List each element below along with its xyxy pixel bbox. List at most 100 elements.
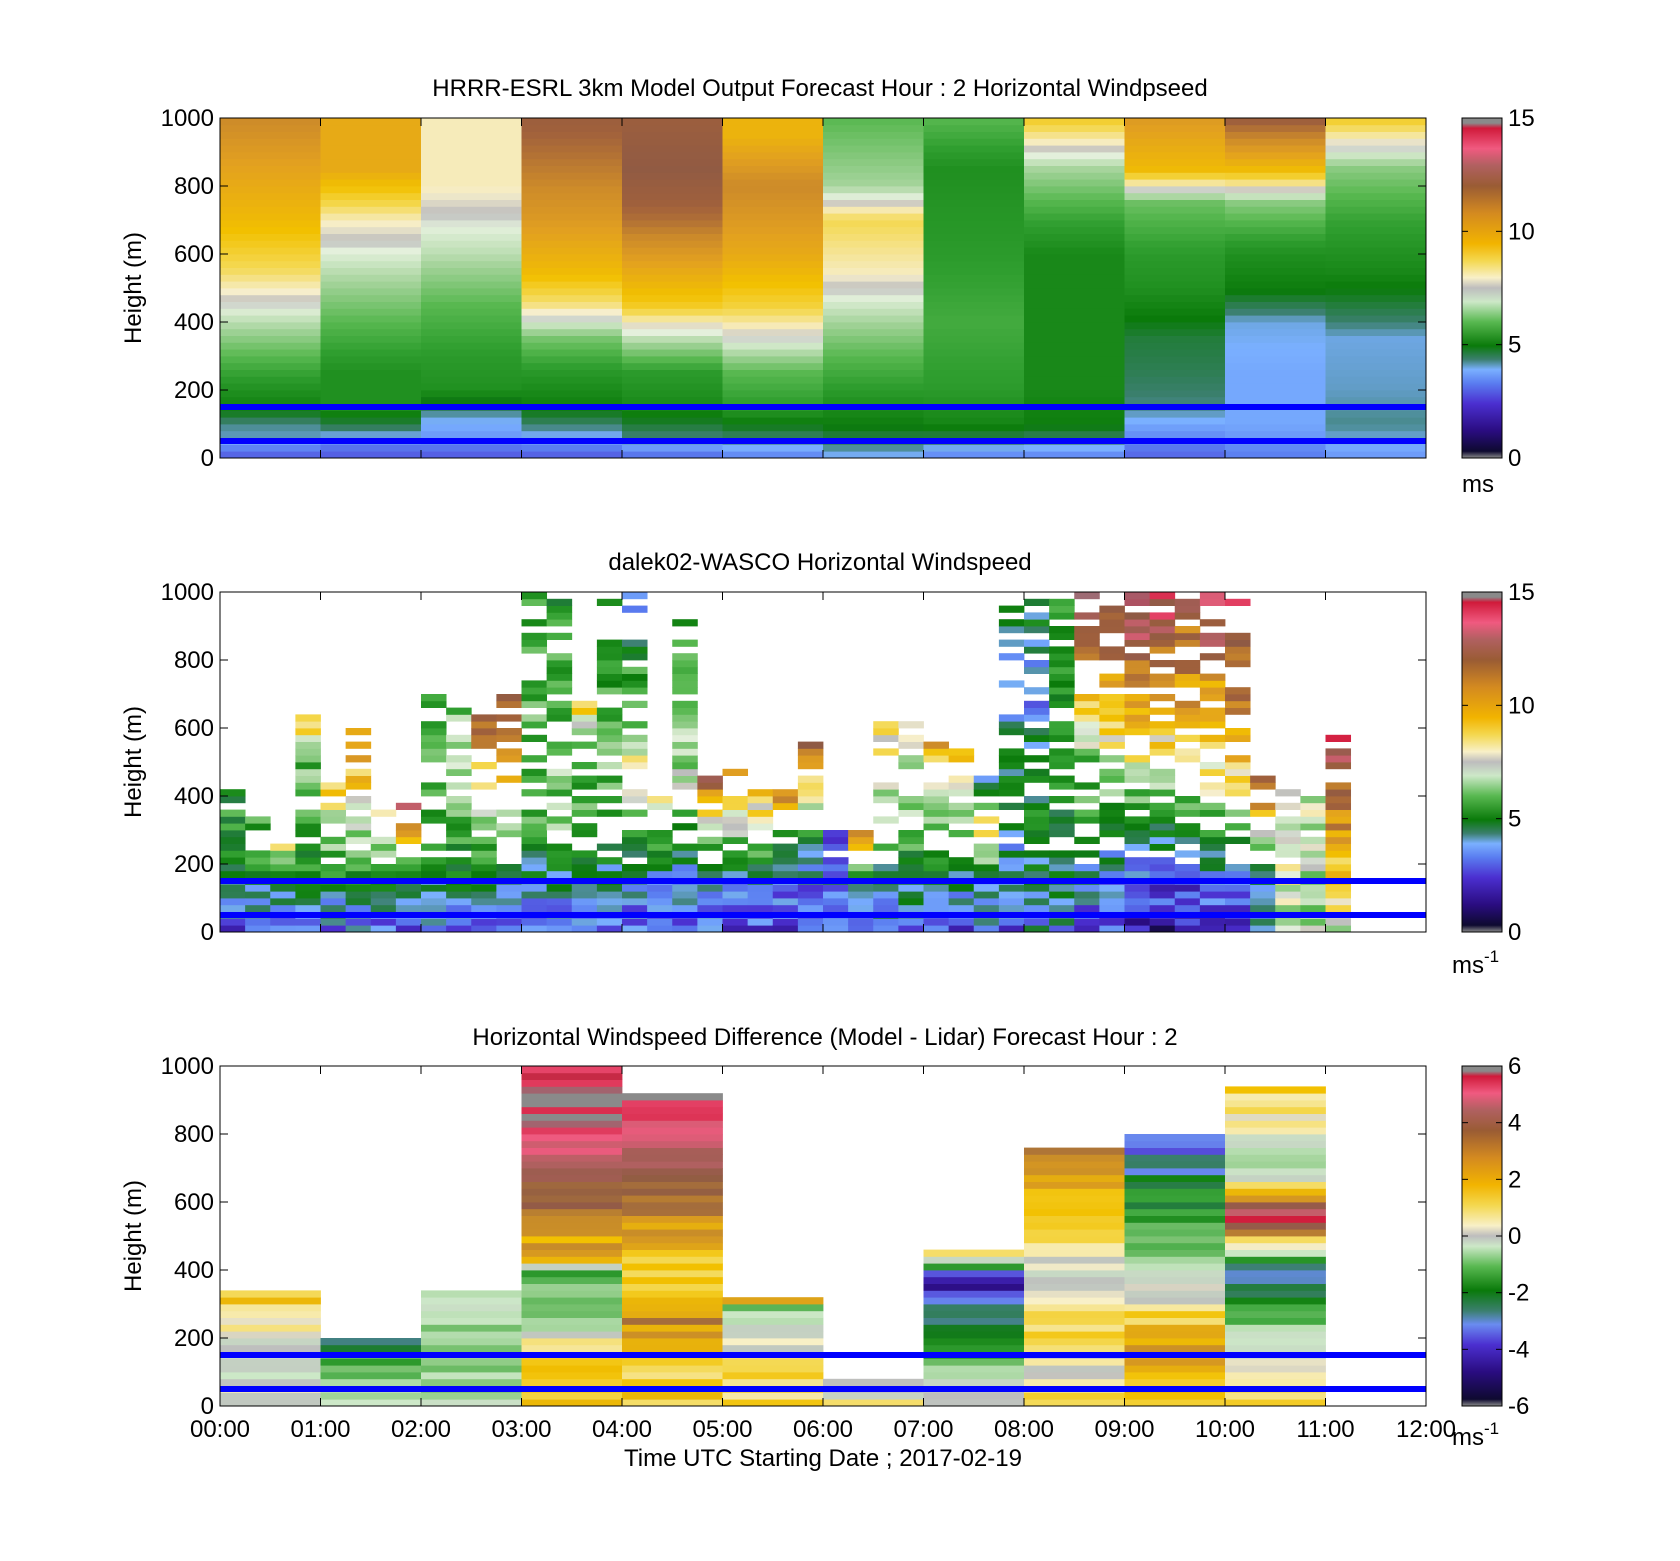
heatmap-cell xyxy=(320,220,422,228)
heatmap-cell xyxy=(1250,891,1276,899)
heatmap-cell xyxy=(521,1256,623,1264)
heatmap-cell xyxy=(320,267,422,275)
heatmap-cell xyxy=(1124,1331,1226,1339)
heatmap-cell xyxy=(320,274,422,282)
heatmap-cell xyxy=(1325,369,1427,377)
heatmap-cell xyxy=(421,444,522,452)
heatmap-cell xyxy=(622,349,723,357)
heatmap-cell xyxy=(1124,775,1151,783)
heatmap-cell xyxy=(421,362,522,370)
heatmap-cell xyxy=(471,891,497,899)
colorbar-tick-label: -4 xyxy=(1508,1336,1529,1363)
heatmap-cell xyxy=(823,186,924,194)
heatmap-cell xyxy=(1124,158,1226,166)
heatmap-cell xyxy=(1099,768,1125,776)
heatmap-cell xyxy=(546,823,573,831)
heatmap-cell xyxy=(722,891,749,899)
heatmap-cell xyxy=(1225,145,1326,153)
heatmap-cell xyxy=(1199,891,1226,899)
heatmap-cell xyxy=(521,424,623,432)
heatmap-cell xyxy=(722,247,824,255)
heatmap-cell xyxy=(1225,755,1251,763)
heatmap-cell xyxy=(220,1304,321,1312)
heatmap-cell xyxy=(1225,1378,1326,1386)
heatmap-cell xyxy=(1124,660,1151,668)
heatmap-cell xyxy=(923,925,950,933)
heatmap-cell xyxy=(320,898,347,906)
heatmap-cell xyxy=(1149,857,1176,865)
heatmap-cell xyxy=(948,898,975,906)
heatmap-cell xyxy=(1074,734,1100,742)
heatmap-cell xyxy=(245,891,271,899)
heatmap-cell xyxy=(1174,802,1201,810)
heatmap-cell xyxy=(1199,802,1226,810)
heatmap-cell xyxy=(345,925,372,933)
heatmap-cell xyxy=(345,836,372,844)
heatmap-cell xyxy=(1225,1344,1326,1352)
heatmap-cell xyxy=(521,864,548,872)
heatmap-cell xyxy=(220,1365,321,1373)
heatmap-cell xyxy=(923,220,1025,228)
heatmap-cell xyxy=(1199,734,1226,742)
heatmap-cell xyxy=(923,782,950,790)
heatmap-cell xyxy=(923,1372,1025,1380)
heatmap-cell xyxy=(421,884,447,892)
heatmap-cell xyxy=(1024,1399,1125,1407)
panel-lidar-ylabel: Height (m) xyxy=(120,706,147,818)
heatmap-cell xyxy=(1024,816,1050,824)
heatmap-cell xyxy=(1024,322,1125,330)
heatmap-cell xyxy=(521,1202,623,1210)
heatmap-cell xyxy=(220,918,246,926)
heatmap-cell xyxy=(622,734,648,742)
heatmap-cell xyxy=(596,843,623,851)
heatmap-cell xyxy=(1049,864,1075,872)
heatmap-cell xyxy=(1024,857,1050,865)
panel-difference: Horizontal Windspeed Difference (Model -… xyxy=(120,1024,1529,1472)
y-tick-label: 200 xyxy=(174,851,214,878)
heatmap-cell xyxy=(797,762,824,770)
heatmap-cell xyxy=(421,1392,522,1400)
heatmap-cell xyxy=(923,864,950,872)
heatmap-cell xyxy=(370,850,397,858)
heatmap-cell xyxy=(898,796,924,804)
heatmap-cell xyxy=(220,1399,321,1407)
heatmap-cell xyxy=(421,376,522,384)
heatmap-cell xyxy=(622,762,648,770)
heatmap-cell xyxy=(1124,274,1226,282)
heatmap-cell xyxy=(421,1372,522,1380)
heatmap-cell xyxy=(220,369,321,377)
heatmap-cell xyxy=(1174,830,1201,838)
heatmap-cell xyxy=(772,918,799,926)
heatmap-cell xyxy=(823,1392,924,1400)
heatmap-cell xyxy=(1024,1331,1125,1339)
heatmap-cell xyxy=(622,700,648,708)
heatmap-cell xyxy=(973,843,1000,851)
heatmap-cell xyxy=(923,288,1025,296)
heatmap-cell xyxy=(923,369,1025,377)
heatmap-cell xyxy=(1325,301,1427,309)
heatmap-cell xyxy=(622,1297,723,1305)
heatmap-cell xyxy=(220,1338,321,1346)
heatmap-cell xyxy=(521,1338,623,1346)
heatmap-cell xyxy=(1124,619,1151,627)
heatmap-cell xyxy=(1074,694,1100,702)
heatmap-cell xyxy=(622,1174,723,1182)
heatmap-cell xyxy=(898,864,924,872)
heatmap-cell xyxy=(571,857,598,865)
heatmap-cell xyxy=(823,451,924,459)
heatmap-cell xyxy=(220,836,246,844)
heatmap-cell xyxy=(295,816,321,824)
heatmap-cell xyxy=(421,1290,522,1298)
heatmap-cell xyxy=(923,1249,1025,1257)
heatmap-cell xyxy=(1099,673,1125,681)
heatmap-cell xyxy=(1149,694,1176,702)
heatmap-cell xyxy=(521,1215,623,1223)
heatmap-cell xyxy=(747,823,774,831)
heatmap-cell xyxy=(1074,796,1100,804)
heatmap-cell xyxy=(521,592,548,600)
heatmap-cell xyxy=(647,836,673,844)
heatmap-cell xyxy=(1174,639,1201,647)
heatmap-cell xyxy=(1225,1202,1326,1210)
heatmap-cell xyxy=(622,1208,723,1216)
